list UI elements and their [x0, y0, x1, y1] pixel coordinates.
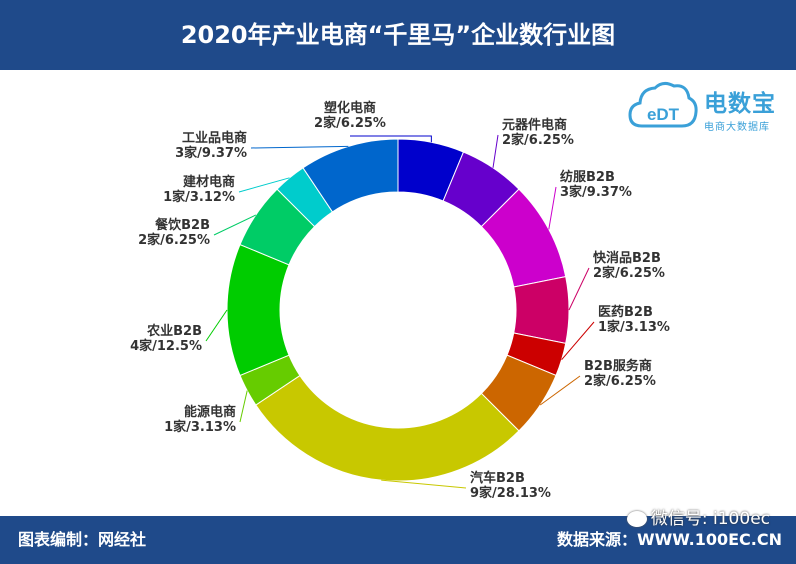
- slice-label-value: 2家/6.25%: [314, 115, 386, 131]
- leader-line: [250, 145, 349, 149]
- slice-label-name: 建材电商: [183, 174, 235, 190]
- header-bar: 2020年产业电商“千里马”企业数行业图: [0, 0, 796, 70]
- slice-label-value: 1家/3.12%: [163, 189, 235, 205]
- slice-label-name: B2B服务商: [584, 358, 652, 374]
- slice-label-value: 4家/12.5%: [130, 338, 202, 354]
- slice-label-value: 2家/6.25%: [138, 232, 210, 248]
- slice-label-name: 农业B2B: [146, 323, 202, 339]
- slice-label-value: 3家/9.37%: [560, 184, 632, 200]
- donut-slice: [513, 276, 570, 344]
- slice-label-value: 2家/6.25%: [584, 373, 656, 389]
- leader-line: [350, 135, 432, 143]
- chart-title: 2020年产业电商“千里马”企业数行业图: [180, 21, 616, 49]
- leader-line: [238, 177, 290, 193]
- wechat-watermark: 微信号: i100ec: [626, 506, 770, 532]
- cloud-logo-icon: eDT: [628, 81, 698, 128]
- slice-label-name: 能源电商: [184, 404, 236, 420]
- footer-credit: 图表编制：网经社: [18, 530, 147, 549]
- leader-line: [561, 321, 595, 360]
- logo-icon-text: eDT: [647, 105, 680, 124]
- slice-label-name: 工业品电商: [182, 130, 247, 146]
- slice-label-value: 2家/6.25%: [593, 265, 665, 281]
- leader-line: [548, 186, 557, 230]
- slice-label-name: 餐饮B2B: [154, 217, 210, 233]
- leader-line: [539, 375, 581, 406]
- slice-label-value: 9家/28.13%: [470, 485, 551, 501]
- leader-line: [568, 267, 590, 311]
- slice-label-value: 1家/3.13%: [164, 419, 236, 435]
- slice-label-name: 纺服B2B: [560, 169, 615, 185]
- brand-logo: eDT 电数宝 电商大数据库: [628, 78, 788, 138]
- footer-bar: 图表编制：网经社 数据来源：WWW.100EC.CN: [0, 516, 796, 564]
- slice-label-value: 2家/6.25%: [502, 132, 574, 148]
- leader-line: [205, 309, 228, 342]
- donut-slice: [226, 243, 290, 377]
- slice-label-name: 元器件电商: [502, 117, 567, 133]
- slice-label-value: 3家/9.37%: [175, 145, 247, 161]
- leader-line: [492, 134, 499, 168]
- slice-label-value: 1家/3.13%: [598, 319, 670, 335]
- logo-subtitle: 电商大数据库: [704, 122, 770, 133]
- slice-label-name: 塑化电商: [324, 100, 376, 116]
- leader-line: [239, 390, 248, 423]
- donut-slice: [255, 374, 520, 482]
- slice-label-name: 快消品B2B: [593, 250, 661, 266]
- leader-line: [213, 214, 257, 236]
- wechat-id: 微信号: i100ec: [650, 509, 770, 529]
- slice-label-name: 医药B2B: [598, 304, 653, 320]
- logo-name: 电数宝: [704, 91, 776, 117]
- footer-source: 数据来源：WWW.100EC.CN: [556, 530, 782, 549]
- slice-label-name: 汽车B2B: [470, 470, 525, 486]
- donut-slice: [302, 138, 399, 213]
- leader-line: [381, 479, 467, 489]
- wechat-icon: [626, 511, 647, 527]
